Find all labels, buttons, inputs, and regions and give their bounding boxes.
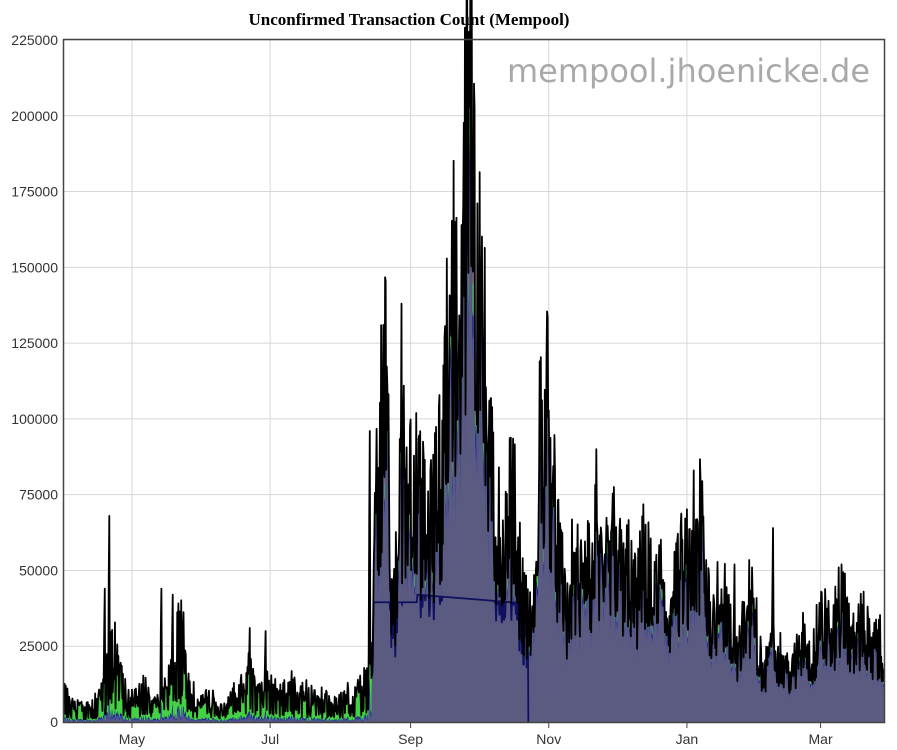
y-tick-label: 225000	[11, 32, 58, 48]
x-axis: May Jul Sep Nov Jan Mar	[119, 722, 833, 747]
y-axis: 0 25000 50000 75000 100000 125000 150000 175000…	[11, 32, 58, 730]
y-tick-label: 0	[50, 714, 58, 730]
x-tick-label: Nov	[536, 731, 561, 747]
y-tick-label: 125000	[11, 335, 58, 351]
y-tick-label: 175000	[11, 184, 58, 200]
y-tick-label: 150000	[11, 259, 58, 275]
plot-area	[63, 0, 885, 723]
x-tick-label: May	[119, 731, 145, 747]
base-line	[371, 593, 530, 723]
watermark: mempool.jhoenicke.de	[507, 52, 870, 90]
x-tick-label: Sep	[398, 731, 423, 747]
layer-base	[64, 72, 884, 723]
x-tick-label: Jul	[261, 731, 279, 747]
total-line	[63, 0, 885, 721]
plot-frame	[62, 38, 886, 724]
x-tick-label: Mar	[809, 731, 833, 747]
x-tick-label: Jan	[676, 731, 699, 747]
y-tick-label: 25000	[19, 638, 58, 654]
y-tick-label: 200000	[11, 108, 58, 124]
chart-title: Unconfirmed Transaction Count (Mempool)	[249, 10, 570, 29]
y-tick-label: 50000	[19, 562, 58, 578]
y-tick-label: 75000	[19, 487, 58, 503]
y-tick-label: 100000	[11, 411, 58, 427]
